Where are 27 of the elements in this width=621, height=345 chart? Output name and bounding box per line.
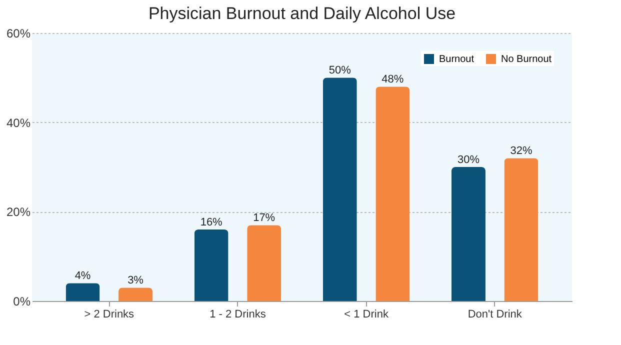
x-tick-label: Don't Drink [468, 308, 522, 320]
chart-title: Physician Burnout and Daily Alcohol Use [148, 4, 456, 23]
legend-label: Burnout [439, 54, 474, 65]
data-label: 17% [253, 212, 276, 224]
legend-label: No Burnout [501, 54, 552, 65]
bar [322, 78, 357, 301]
bar [247, 225, 282, 301]
y-tick-label: 60% [6, 26, 31, 40]
bar [66, 283, 100, 301]
bar [376, 86, 410, 301]
data-label: 3% [128, 274, 144, 287]
x-tick-label: > 2 Drinks [84, 308, 135, 320]
bar [504, 158, 538, 301]
x-tick-label: < 1 Drink [344, 308, 389, 320]
x-tick-label: 1 - 2 Drinks [210, 308, 266, 320]
data-label: 32% [510, 145, 532, 158]
data-label: 30% [457, 154, 480, 166]
data-label: 48% [382, 74, 404, 86]
y-tick-label: 40% [6, 116, 31, 130]
bar [194, 230, 228, 301]
data-label: 50% [328, 64, 352, 77]
y-tick-label: 0% [13, 294, 31, 308]
data-label: 4% [74, 270, 91, 282]
bar [118, 288, 153, 301]
bar [451, 167, 486, 301]
data-label: 16% [200, 216, 223, 229]
y-tick-label: 20% [6, 205, 31, 220]
